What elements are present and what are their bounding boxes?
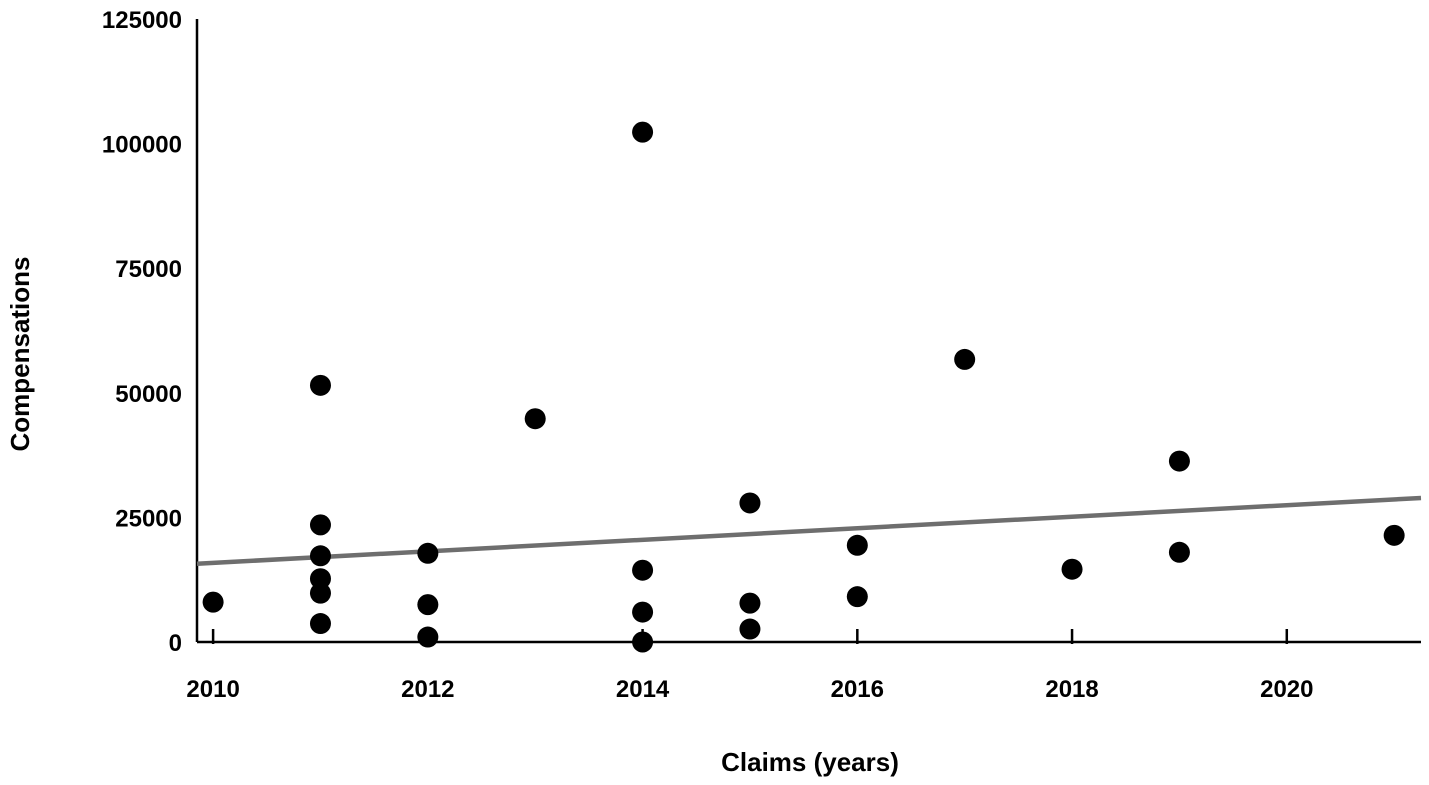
y-axis-title: Compensations xyxy=(5,256,35,451)
data-point xyxy=(309,374,331,396)
x-tick-label: 2016 xyxy=(831,676,884,703)
data-point xyxy=(954,348,976,370)
data-point xyxy=(846,534,868,556)
plot-area: 2010 2012 2014 2016 2018 2020 0 25000 50000 7500… xyxy=(102,7,1422,703)
data-point xyxy=(846,586,868,608)
data-point xyxy=(309,582,331,604)
data-point xyxy=(309,514,331,536)
trendline xyxy=(196,495,1422,566)
data-point xyxy=(632,121,654,143)
data-point xyxy=(632,601,654,623)
data-point xyxy=(309,568,331,590)
data-point xyxy=(739,618,761,640)
data-point xyxy=(1168,541,1190,563)
y-tick-label: 25000 xyxy=(115,505,182,532)
data-point xyxy=(632,631,654,653)
data-point xyxy=(309,545,331,567)
data-point xyxy=(1061,558,1083,580)
y-axis-ticks: 0 25000 50000 75000 100000 125000 xyxy=(102,7,182,657)
y-tick-label: 100000 xyxy=(102,132,182,159)
x-tick-label: 2012 xyxy=(401,676,454,703)
x-tick-label: 2018 xyxy=(1045,676,1098,703)
y-tick-label: 50000 xyxy=(115,381,182,408)
data-point xyxy=(524,408,546,430)
data-points xyxy=(202,121,1405,653)
data-point xyxy=(632,559,654,581)
data-point xyxy=(309,613,331,635)
data-point xyxy=(417,594,439,616)
y-tick-label: 75000 xyxy=(115,256,182,283)
x-tick-label: 2010 xyxy=(186,676,239,703)
x-axis-title: Claims (years) xyxy=(721,747,899,777)
x-tick-label: 2020 xyxy=(1260,676,1313,703)
x-tick-label: 2014 xyxy=(616,676,670,703)
data-point xyxy=(1383,524,1405,546)
data-point xyxy=(739,592,761,614)
data-point xyxy=(1168,450,1190,472)
data-point xyxy=(417,626,439,648)
data-point xyxy=(417,542,439,564)
y-tick-label: 0 xyxy=(169,630,182,657)
data-point xyxy=(739,492,761,514)
y-tick-label: 125000 xyxy=(102,7,182,34)
x-axis-ticks: 2010 2012 2014 2016 2018 2020 xyxy=(186,629,1313,703)
data-point xyxy=(202,591,224,613)
